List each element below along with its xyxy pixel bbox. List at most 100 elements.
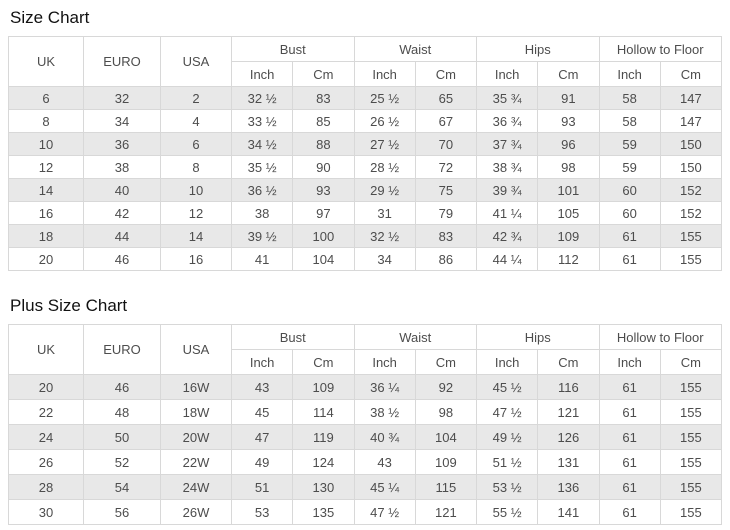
cell: 20 (8, 374, 84, 400)
unit-header-inch: Inch (475, 349, 539, 375)
cell: 109 (414, 449, 478, 475)
cell: 24W (160, 474, 232, 500)
cell: 20 (8, 247, 84, 271)
cell: 58 (598, 86, 661, 110)
cell: 135 (292, 499, 355, 525)
cell: 54 (83, 474, 161, 500)
cell: 155 (659, 474, 723, 500)
plus-size-chart-table: UK EURO USA Bust Waist Hips Hollow to Fl… (8, 324, 723, 525)
cell: 38 ½ (353, 399, 416, 425)
table-row: 24 50 20W 47 119 40 ¾ 104 49 ½ 126 61 155 (8, 424, 723, 450)
cell: 30 (8, 499, 84, 525)
cell: 26 (8, 449, 84, 475)
size-chart-body: 6 32 2 32 ½ 83 25 ½ 65 35 ¾ 91 58 147 8 34 4 33 ½ 85 26 … (8, 86, 723, 271)
cell: 96 (537, 132, 600, 156)
cell: 41 ¼ (475, 201, 539, 225)
cell: 18W (160, 399, 232, 425)
cell: 61 (598, 474, 661, 500)
cell: 152 (659, 201, 723, 225)
cell: 85 (292, 109, 355, 133)
size-chart-table: UK EURO USA Bust Waist Hips Hollow to Fl… (8, 36, 723, 271)
group-header-hollow-to-floor: Hollow to Floor (598, 324, 722, 350)
plus-size-chart-header: UK EURO USA Bust Waist Hips Hollow to Fl… (8, 324, 723, 375)
cell: 79 (414, 201, 478, 225)
cell: 2 (160, 86, 232, 110)
cell: 155 (659, 399, 723, 425)
unit-header-inch: Inch (230, 61, 294, 87)
cell: 22 (8, 399, 84, 425)
cell: 92 (414, 374, 478, 400)
unit-header-inch: Inch (598, 61, 661, 87)
table-row: 28 54 24W 51 130 45 ¼ 115 53 ½ 136 61 155 (8, 474, 723, 500)
cell: 14 (160, 224, 232, 248)
col-header-euro: EURO (83, 324, 161, 375)
plus-size-chart-body: 20 46 16W 43 109 36 ¼ 92 45 ½ 116 61 155 22 48 18W 45 1… (8, 374, 723, 525)
cell: 60 (598, 178, 661, 202)
cell: 37 ¾ (475, 132, 539, 156)
table-row: 26 52 22W 49 124 43 109 51 ½ 131 61 155 (8, 449, 723, 475)
cell: 141 (537, 499, 600, 525)
cell: 34 (353, 247, 416, 271)
cell: 28 (8, 474, 84, 500)
cell: 35 ½ (230, 155, 294, 179)
cell: 90 (292, 155, 355, 179)
cell: 42 ¾ (475, 224, 539, 248)
cell: 51 (230, 474, 294, 500)
cell: 47 (230, 424, 294, 450)
cell: 97 (292, 201, 355, 225)
group-header-bust: Bust (231, 324, 355, 350)
cell: 36 ½ (230, 178, 294, 202)
cell: 8 (8, 109, 84, 133)
group-header-row: UK EURO USA Bust Waist Hips Hollow to Fl… (8, 36, 722, 87)
cell: 109 (537, 224, 600, 248)
table-row: 18 44 14 39 ½ 100 32 ½ 83 42 ¾ 109 61 155 (8, 224, 723, 248)
cell: 38 ¾ (475, 155, 539, 179)
group-header-hollow-to-floor: Hollow to Floor (598, 36, 722, 62)
cell: 104 (292, 247, 355, 271)
cell: 155 (659, 374, 723, 400)
unit-header-cm: Cm (659, 349, 723, 375)
cell: 59 (598, 155, 661, 179)
cell: 24 (8, 424, 84, 450)
cell: 45 ½ (475, 374, 539, 400)
table-row: 14 40 10 36 ½ 93 29 ½ 75 39 ¾ 101 60 152 (8, 178, 723, 202)
col-header-usa: USA (160, 36, 232, 87)
unit-header-inch: Inch (353, 349, 416, 375)
cell: 46 (83, 374, 161, 400)
cell: 126 (537, 424, 600, 450)
cell: 150 (659, 132, 723, 156)
table-row: 30 56 26W 53 135 47 ½ 121 55 ½ 141 61 155 (8, 499, 723, 525)
cell: 72 (414, 155, 478, 179)
cell: 98 (537, 155, 600, 179)
cell: 91 (537, 86, 600, 110)
group-header-hips: Hips (476, 324, 600, 350)
plus-size-chart-section: Plus Size Chart UK EURO USA Bust Waist H… (8, 296, 723, 525)
cell: 49 (230, 449, 294, 475)
cell: 155 (659, 424, 723, 450)
cell: 16 (8, 201, 84, 225)
cell: 61 (598, 499, 661, 525)
cell: 35 ¾ (475, 86, 539, 110)
cell: 147 (659, 109, 723, 133)
unit-header-cm: Cm (537, 61, 600, 87)
cell: 36 (83, 132, 161, 156)
col-header-uk: UK (8, 324, 84, 375)
cell: 42 (83, 201, 161, 225)
cell: 25 ½ (353, 86, 416, 110)
unit-header-cm: Cm (292, 349, 355, 375)
cell: 61 (598, 449, 661, 475)
cell: 45 ¼ (353, 474, 416, 500)
cell: 52 (83, 449, 161, 475)
cell: 119 (292, 424, 355, 450)
cell: 32 ½ (353, 224, 416, 248)
cell: 152 (659, 178, 723, 202)
unit-header-row: Inch Cm Inch Cm Inch Cm Inch Cm (9, 61, 723, 87)
cell: 100 (292, 224, 355, 248)
cell: 150 (659, 155, 723, 179)
col-header-usa: USA (160, 324, 232, 375)
cell: 61 (598, 374, 661, 400)
cell: 45 (230, 399, 294, 425)
cell: 83 (292, 86, 355, 110)
cell: 53 ½ (475, 474, 539, 500)
